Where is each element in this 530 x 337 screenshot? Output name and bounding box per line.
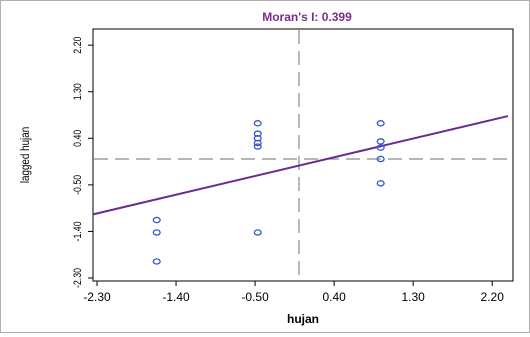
regression-line <box>92 115 509 216</box>
x-axis: -2.30 -1.40 -0.50 0.40 1.30 2.20 <box>83 281 504 304</box>
data-point <box>376 138 385 145</box>
x-tick-label: -1.40 <box>162 290 190 304</box>
x-tick-label: 2.20 <box>481 290 505 304</box>
data-point <box>376 144 385 151</box>
data-point <box>376 120 385 127</box>
data-point <box>152 258 161 265</box>
y-axis: -2.30 -1.40 -0.50 0.40 1.30 2.20 <box>72 36 93 288</box>
x-tick-label: -2.30 <box>83 290 111 304</box>
data-point <box>152 229 161 236</box>
data-point <box>152 216 161 224</box>
scatter-chart: Moran's I: 0.399 -2.30 -1.40 -0.50 0.40 1.30… <box>19 10 514 326</box>
x-axis-label: hujan <box>287 312 319 326</box>
data-point <box>253 139 262 147</box>
y-tick-label: -1.40 <box>72 221 84 241</box>
y-axis-label: lagged hujan <box>19 127 32 183</box>
data-point <box>253 120 262 127</box>
data-point <box>253 229 262 236</box>
data-point <box>376 180 385 187</box>
x-tick-label: 1.30 <box>401 290 425 304</box>
chart-title: Moran's I: 0.399 <box>262 10 352 24</box>
data-points <box>152 120 385 265</box>
x-tick-label: -0.50 <box>241 290 269 304</box>
y-tick-label: 0.40 <box>72 129 84 147</box>
y-tick-label: 2.20 <box>72 36 84 54</box>
x-tick-label: 0.40 <box>322 290 346 304</box>
data-point <box>376 155 385 163</box>
plot-area <box>92 28 514 282</box>
y-tick-label: -2.30 <box>72 268 84 288</box>
data-point <box>253 143 262 150</box>
y-tick-label: 1.30 <box>72 83 84 101</box>
y-tick-label: -0.50 <box>72 174 84 194</box>
